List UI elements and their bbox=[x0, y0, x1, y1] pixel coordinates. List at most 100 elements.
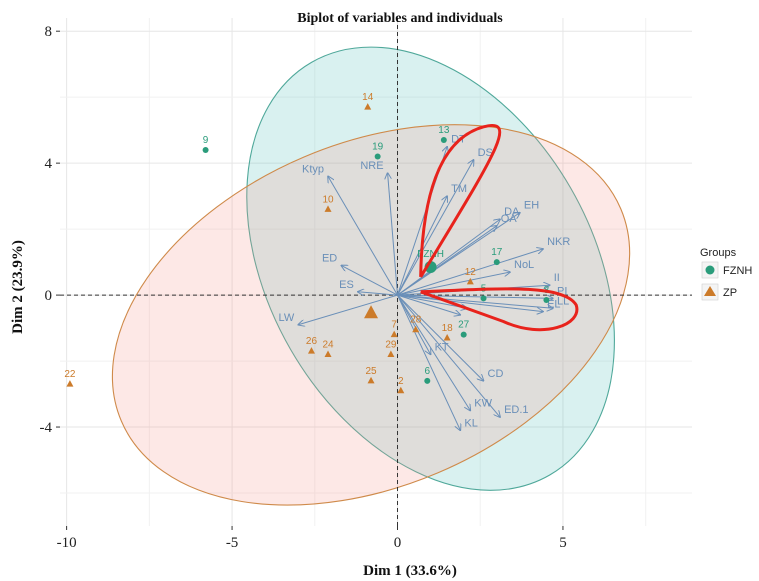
variable-label: CD bbox=[488, 368, 504, 380]
highlight-loop-right bbox=[420, 287, 579, 332]
variable-arrow bbox=[397, 294, 431, 354]
variable-arrow bbox=[397, 294, 544, 311]
variable-label: DA bbox=[504, 206, 520, 218]
x-axis-label: Dim 1 (33.6%) bbox=[363, 563, 457, 579]
variable-arrow bbox=[397, 160, 474, 296]
variable-label: EL bbox=[547, 299, 560, 311]
variable-arrow bbox=[397, 249, 544, 296]
variable-arrow bbox=[397, 226, 497, 296]
variable-label: ED bbox=[322, 252, 337, 264]
individual-label: 17 bbox=[491, 247, 503, 258]
legend-key-triangle bbox=[704, 286, 716, 296]
group-mean-point bbox=[364, 305, 379, 319]
variable-arrow bbox=[388, 173, 399, 296]
individual-label: 10 bbox=[322, 194, 334, 205]
variable-arrow bbox=[397, 294, 554, 308]
x-tick-label: -10 bbox=[57, 535, 77, 551]
reference-lines bbox=[60, 18, 692, 526]
individual-label: 7 bbox=[391, 320, 397, 331]
individual-label: 13 bbox=[438, 125, 450, 136]
variable-label: ES bbox=[339, 279, 354, 291]
legend-title: Groups bbox=[700, 247, 737, 259]
highlight-loop-upper bbox=[419, 124, 502, 278]
x-tick-label: 0 bbox=[394, 535, 402, 551]
variable-label: NKR bbox=[547, 236, 570, 248]
individual-label: 18 bbox=[442, 323, 454, 334]
variable-arrow bbox=[328, 176, 398, 296]
variable-label: TM bbox=[451, 183, 467, 195]
individual-label: 29 bbox=[385, 339, 397, 350]
variable-arrow bbox=[298, 294, 398, 325]
legend: Groups FZNH ZP bbox=[700, 247, 752, 301]
group-mean-label: FZNH bbox=[417, 249, 444, 260]
individual-point bbox=[324, 350, 332, 357]
individual-point bbox=[307, 347, 315, 354]
legend-entry-label: ZP bbox=[723, 287, 737, 299]
individual-point bbox=[424, 377, 431, 384]
individual-point bbox=[440, 137, 447, 144]
y-axis-label: Dim 2 (23.9%) bbox=[10, 240, 26, 334]
variable-arrow bbox=[397, 294, 461, 430]
individual-point bbox=[66, 380, 74, 387]
individual-point bbox=[374, 153, 381, 160]
variable-label: Ktyp bbox=[302, 163, 324, 175]
y-tick-label: -4 bbox=[40, 420, 53, 436]
y-tick-label: 4 bbox=[45, 156, 53, 172]
individual-point bbox=[324, 205, 332, 212]
variable-arrow bbox=[358, 292, 398, 295]
variable-arrow bbox=[397, 294, 461, 315]
variable-vectors: DTDSTMNREKtypEHDAOANKRNoLEDESLWIIPILLELK… bbox=[279, 134, 570, 431]
chart-title: Biplot of variables and individuals bbox=[297, 11, 503, 26]
individual-label: 28 bbox=[410, 315, 422, 326]
individual-point bbox=[466, 277, 474, 285]
individual-point bbox=[543, 297, 550, 304]
individual-label: 26 bbox=[306, 336, 318, 347]
individual-label: 27 bbox=[458, 320, 470, 331]
individual-point bbox=[412, 325, 420, 333]
y-tick-label: 0 bbox=[45, 288, 53, 304]
individual-point bbox=[480, 295, 487, 302]
variable-arrow bbox=[397, 294, 554, 298]
individual-label: 24 bbox=[322, 339, 334, 350]
variable-label: KL bbox=[464, 417, 477, 429]
individual-point bbox=[443, 333, 451, 341]
variable-label: EH bbox=[524, 200, 539, 212]
variable-label: KW bbox=[474, 398, 492, 410]
variable-label: NoL bbox=[514, 259, 534, 271]
highlight-loops bbox=[419, 124, 579, 332]
individual-point bbox=[364, 103, 372, 110]
individual-label: 14 bbox=[362, 92, 374, 103]
variable-label: ED.1 bbox=[504, 404, 528, 416]
individual-point bbox=[367, 376, 375, 384]
variable-arrow bbox=[397, 294, 471, 410]
individual-point bbox=[397, 386, 405, 394]
x-tick-label: -5 bbox=[226, 535, 239, 551]
variable-arrow bbox=[397, 219, 501, 296]
variable-arrow bbox=[341, 265, 398, 296]
variable-arrow bbox=[397, 294, 501, 417]
variable-label: II bbox=[554, 272, 560, 284]
grid bbox=[60, 18, 692, 526]
variable-label: PI bbox=[557, 285, 567, 297]
individual-label: 6 bbox=[425, 366, 431, 377]
variable-label: DS bbox=[478, 147, 493, 159]
legend-key-circle bbox=[705, 265, 715, 275]
individual-point bbox=[460, 331, 467, 338]
x-tick-label: 5 bbox=[559, 535, 567, 551]
y-axis-ticks: -4 0 4 8 bbox=[40, 24, 60, 436]
legend-items: FZNH ZP bbox=[701, 261, 752, 301]
variable-label: LW bbox=[279, 312, 295, 324]
individual-label: 12 bbox=[465, 267, 477, 278]
individual-label: 9 bbox=[203, 135, 209, 146]
variable-arrow bbox=[397, 272, 511, 296]
individual-point bbox=[390, 330, 398, 338]
individual-point bbox=[202, 146, 209, 153]
variable-label: OA bbox=[501, 213, 518, 225]
individual-point bbox=[387, 350, 395, 357]
individual-label: 22 bbox=[64, 369, 76, 380]
individual-point bbox=[493, 259, 500, 266]
individual-label: 19 bbox=[372, 142, 384, 153]
y-tick-label: 8 bbox=[45, 24, 53, 40]
variable-arrow bbox=[397, 294, 484, 381]
individual-label: 2 bbox=[398, 376, 404, 387]
